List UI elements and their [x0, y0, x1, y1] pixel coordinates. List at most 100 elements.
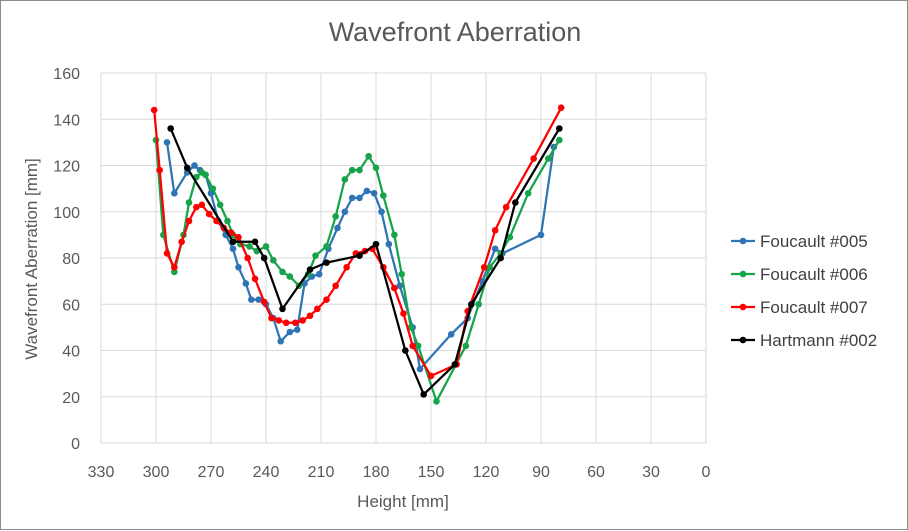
data-point [209, 185, 217, 192]
data-point [275, 317, 283, 324]
data-point [556, 125, 563, 132]
series-line [153, 107, 563, 378]
data-point [475, 300, 482, 308]
y-axis-ticks: 0 20 40 60 80 100 120 140 160 [53, 66, 80, 453]
data-point [255, 296, 262, 303]
data-point [545, 155, 552, 162]
data-point [198, 201, 206, 209]
legend: Foucault #005 Foucault #006 Foucault #007 H… [731, 232, 877, 350]
x-tick-label: 180 [363, 464, 390, 481]
data-point [420, 391, 427, 398]
data-point [277, 337, 284, 345]
data-point [323, 296, 330, 303]
data-point [409, 342, 416, 350]
x-tick-label: 0 [702, 464, 711, 481]
data-point [398, 270, 405, 278]
data-point [191, 162, 198, 169]
data-point [242, 280, 250, 287]
x-axis-title: Height [mm] [357, 492, 449, 511]
legend-label: Foucault #006 [760, 265, 868, 284]
data-point [314, 305, 321, 313]
data-point [286, 273, 294, 280]
data-point [480, 263, 488, 271]
data-point [248, 296, 255, 303]
data-point [414, 342, 422, 350]
data-point [341, 208, 349, 216]
data-point [491, 226, 499, 234]
data-point [400, 310, 407, 317]
data-point [251, 275, 259, 283]
legend-marker [739, 303, 747, 311]
series-1 [152, 136, 563, 405]
y-axis-title: Wavefront Aberration [mm] [22, 158, 41, 360]
data-point [282, 319, 290, 327]
data-point [279, 268, 286, 276]
y-tick-label: 100 [53, 205, 80, 222]
x-tick-label: 30 [642, 464, 660, 481]
data-point [156, 166, 163, 174]
data-point [163, 250, 171, 257]
data-point [183, 164, 191, 172]
data-point [407, 324, 415, 331]
data-point [372, 240, 380, 248]
data-point [185, 217, 193, 225]
data-point [416, 365, 424, 373]
data-point [312, 252, 319, 259]
data-point [486, 263, 493, 271]
data-point [462, 342, 470, 350]
data-point [343, 263, 350, 271]
data-point [356, 252, 363, 259]
y-tick-label: 80 [62, 251, 80, 268]
legend-item: Foucault #006 [731, 265, 868, 284]
data-point [163, 139, 171, 146]
data-point [341, 176, 349, 183]
data-point [385, 240, 393, 248]
legend-marker [739, 237, 747, 245]
data-point [292, 319, 299, 327]
data-point [229, 245, 237, 253]
y-tick-label: 160 [53, 66, 80, 83]
x-tick-label: 240 [253, 464, 280, 481]
x-tick-label: 330 [88, 464, 115, 481]
data-point [262, 243, 270, 250]
data-point [356, 166, 363, 174]
x-tick-label: 150 [418, 464, 445, 481]
legend-marker [739, 270, 747, 278]
data-point [171, 263, 178, 271]
data-point [380, 192, 387, 199]
data-point [370, 189, 378, 197]
data-point [251, 238, 259, 246]
data-point [323, 243, 330, 250]
x-tick-label: 120 [473, 464, 500, 481]
data-point [202, 171, 209, 179]
data-point [468, 300, 475, 308]
x-axis-ticks: 330 300 270 240 210 180 150 120 90 60 30 0 [88, 464, 711, 481]
data-point [524, 189, 532, 197]
data-point [530, 155, 537, 162]
legend-item: Foucault #007 [731, 298, 868, 317]
data-point [372, 164, 380, 172]
data-point [216, 201, 224, 209]
series-2 [150, 104, 565, 380]
data-point [306, 312, 314, 320]
data-point [171, 268, 178, 276]
data-point [293, 326, 301, 333]
data-point [224, 217, 231, 225]
x-tick-label: 210 [308, 464, 335, 481]
series-line [169, 127, 561, 396]
data-point [286, 328, 294, 336]
y-tick-label: 20 [62, 390, 80, 407]
legend-item: Foucault #005 [731, 232, 868, 251]
series-line [154, 139, 561, 403]
data-point [356, 194, 363, 202]
data-point [391, 231, 398, 239]
y-tick-label: 140 [53, 112, 80, 129]
data-point [497, 254, 504, 262]
data-point [193, 203, 200, 211]
data-point [348, 194, 356, 202]
data-point [185, 199, 193, 206]
data-point [427, 372, 435, 380]
y-tick-label: 120 [53, 159, 80, 176]
